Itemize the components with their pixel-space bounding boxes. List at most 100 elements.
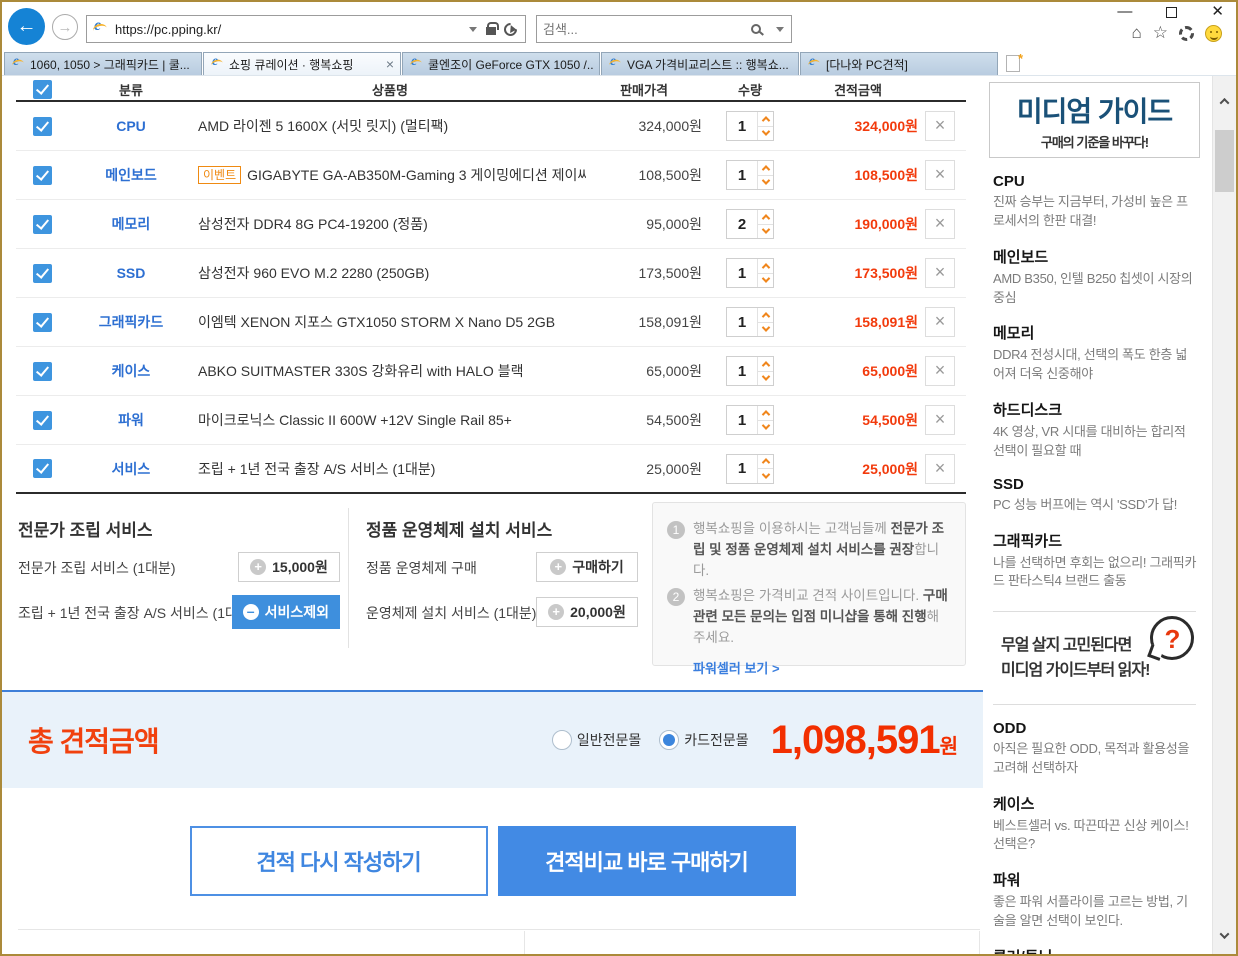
settings-gear-icon[interactable] — [1179, 25, 1194, 41]
qty-up-button[interactable] — [758, 357, 773, 371]
category-link[interactable]: 메모리 — [111, 216, 151, 232]
search-input[interactable] — [537, 21, 751, 37]
qty-up-button[interactable] — [758, 161, 773, 175]
qty-up-button[interactable] — [758, 406, 773, 420]
row-checkbox[interactable] — [32, 410, 52, 430]
row-checkbox[interactable] — [32, 165, 52, 185]
guide-item-mainboard[interactable]: 메인보드 AMD B350, 인텔 B250 칩셋이 시장의 중심 — [993, 248, 1193, 305]
tab-vga-price-compare[interactable]: VGA 가격비교리스트 :: 행복쇼... — [601, 52, 799, 75]
row-checkbox[interactable] — [32, 459, 52, 478]
delete-row-button[interactable]: × — [925, 160, 955, 190]
tab-coolenjoy[interactable]: 쿨엔조이 GeForce GTX 1050 /... — [402, 52, 600, 75]
maximize-button[interactable] — [1166, 6, 1178, 18]
radio-card-mall[interactable]: 카드전문몰 — [659, 730, 749, 750]
row-checkbox[interactable] — [32, 116, 52, 136]
guide-item-case[interactable]: 케이스 베스트셀러 vs. 따끈따끈 신상 케이스! 선택은? — [993, 795, 1189, 852]
qty-down-button[interactable] — [758, 125, 773, 141]
tab-shopping-curation-active[interactable]: 쇼핑 큐레이션 · 행복쇼핑 × — [203, 52, 401, 75]
url-dropdown-icon[interactable] — [469, 26, 477, 32]
qty-up-button[interactable] — [758, 308, 773, 322]
product-name: 삼성전자 DDR4 8G PC4-19200 (정품) — [198, 216, 428, 232]
delete-row-button[interactable]: × — [925, 111, 955, 141]
guide-item-memory[interactable]: 메모리 DDR4 전성시대, 선택의 폭도 한층 넓어져 더욱 신중해야 — [993, 325, 1187, 382]
service-exclude-button[interactable]: – 서비스제외 — [231, 595, 340, 629]
guide-item-cpu[interactable]: CPU 진짜 승부는 지금부터, 가성비 높은 프로세서의 한판 대결! — [993, 173, 1188, 228]
radio-general-mall[interactable]: 일반전문몰 — [551, 730, 641, 750]
qty-down-button[interactable] — [758, 174, 773, 190]
address-bar[interactable] — [86, 15, 526, 43]
delete-row-button[interactable]: × — [925, 209, 955, 239]
qty-down-button[interactable] — [758, 321, 773, 337]
compare-buy-button[interactable]: 견적비교 바로 구매하기 — [497, 826, 796, 896]
delete-row-button[interactable]: × — [925, 258, 955, 288]
delete-row-button[interactable]: × — [925, 405, 955, 435]
os-buy-button[interactable]: + 구매하기 — [536, 552, 638, 582]
qty-up-button[interactable] — [758, 455, 773, 469]
row-checkbox[interactable] — [32, 361, 52, 381]
home-button[interactable]: ⌂ — [1131, 23, 1142, 42]
tab-graphics-card-list[interactable]: 1060, 1050 > 그래픽카드 | 쿨... — [4, 52, 202, 75]
quantity-stepper[interactable]: 1 — [726, 160, 774, 190]
refresh-button[interactable] — [501, 19, 520, 39]
feedback-smiley-icon[interactable] — [1205, 24, 1222, 42]
rewrite-quote-button[interactable]: 견적 다시 작성하기 — [189, 826, 488, 896]
category-link[interactable]: SSD — [116, 265, 146, 281]
select-all-checkbox[interactable] — [32, 79, 52, 99]
os-install-add-button[interactable]: +20,000원 — [536, 597, 638, 627]
minimize-button[interactable]: — — [1117, 3, 1133, 20]
delete-row-button[interactable]: × — [925, 307, 955, 337]
back-button[interactable]: ← — [8, 8, 45, 45]
scroll-up-button[interactable] — [1217, 94, 1231, 108]
guide-item-cooler[interactable]: 쿨러/튜닝강력한 수냉 쿨러, 화려한 LED팬. 내 PC 특별하게 만들기 — [993, 946, 1198, 954]
qty-down-button[interactable] — [758, 223, 773, 239]
os-buy-label: 정품 운영체제 구매 — [366, 559, 477, 576]
product-name: AMD 라이젠 5 1600X (서밋 릿지) (멀티팩) — [198, 118, 449, 134]
vertical-scrollbar[interactable] — [1212, 76, 1236, 954]
quantity-stepper[interactable]: 1 — [726, 111, 774, 141]
new-tab-button[interactable] — [1006, 51, 1023, 72]
category-link[interactable]: 메인보드 — [105, 167, 157, 183]
category-link[interactable]: 그래픽카드 — [98, 314, 164, 330]
quantity-stepper[interactable]: 1 — [726, 356, 774, 386]
forward-button[interactable]: → — [52, 14, 78, 40]
qty-up-button[interactable] — [758, 210, 773, 224]
search-icon[interactable] — [751, 24, 761, 34]
category-link[interactable]: 서비스 — [111, 460, 151, 477]
guide-item-ssd[interactable]: SSD PC 성능 버프에는 역시 'SSD'가 답! — [993, 475, 1178, 512]
quantity-stepper[interactable]: 1 — [726, 307, 774, 337]
quantity-stepper[interactable]: 1 — [726, 258, 774, 288]
qty-up-button[interactable] — [758, 112, 773, 126]
quantity-stepper[interactable]: 2 — [726, 209, 774, 239]
qty-down-button[interactable] — [758, 468, 773, 483]
category-link[interactable]: 케이스 — [111, 363, 151, 379]
row-checkbox[interactable] — [32, 214, 52, 234]
scroll-down-button[interactable] — [1217, 928, 1231, 942]
close-button[interactable]: ✕ — [1211, 3, 1224, 20]
guide-item-psu[interactable]: 파워 좋은 파워 서플라이를 고르는 방법, 기술을 알면 선택이 보인다. — [993, 872, 1188, 929]
qty-down-button[interactable] — [758, 272, 773, 288]
favorites-button[interactable]: ☆ — [1152, 23, 1168, 42]
guide-item-hdd[interactable]: 하드디스크 4K 영상, VR 시대를 대비하는 합리적 선택이 필요할 때 — [993, 402, 1186, 458]
tab-close-icon[interactable]: × — [385, 56, 394, 72]
category-link[interactable]: 파워 — [118, 412, 144, 428]
assembly-add-button[interactable]: +15,000원 — [238, 552, 340, 582]
guide-item-odd[interactable]: ODD 아직은 필요한 ODD, 목적과 활용성을 고려해 선택하자 — [993, 719, 1190, 775]
delete-row-button[interactable]: × — [925, 356, 955, 386]
qty-up-button[interactable] — [758, 259, 773, 273]
quantity-stepper[interactable]: 1 — [726, 453, 774, 484]
category-link[interactable]: CPU — [116, 118, 146, 134]
search-bar[interactable] — [536, 15, 792, 43]
qty-down-button[interactable] — [758, 370, 773, 386]
guide-item-gpu[interactable]: 그래픽카드 나를 선택하면 후회는 없으리! 그래픽카드 판타스틱4 브랜드 출동 — [993, 532, 1197, 589]
row-checkbox[interactable] — [32, 312, 52, 332]
tab-danawa-pc-quote[interactable]: [다나와 PC견적] — [800, 52, 998, 75]
scrollbar-thumb[interactable] — [1215, 130, 1234, 192]
quantity-stepper[interactable]: 1 — [726, 405, 774, 435]
delete-row-button[interactable]: × — [925, 453, 955, 484]
url-input[interactable] — [109, 21, 462, 37]
search-dropdown-icon[interactable] — [776, 26, 784, 32]
power-seller-link[interactable]: 파워셀러 보기 > — [693, 660, 780, 676]
row-checkbox[interactable] — [32, 263, 52, 283]
qty-down-button[interactable] — [758, 419, 773, 435]
